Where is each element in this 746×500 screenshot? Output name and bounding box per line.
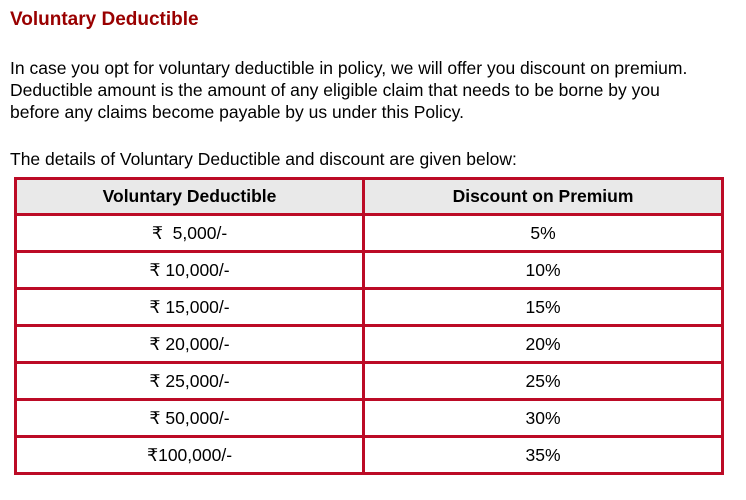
table-row: ₹ 50,000/- 30% bbox=[14, 398, 724, 438]
deductible-amount-cell: ₹ 20,000/- bbox=[14, 324, 365, 364]
deductible-amount-cell: ₹ 5,000/- bbox=[14, 213, 365, 253]
voluntary-deductible-table: Voluntary Deductible Discount on Premium… bbox=[14, 177, 724, 475]
discount-percent-cell: 30% bbox=[362, 398, 724, 438]
table-caption: The details of Voluntary Deductible and … bbox=[10, 149, 517, 169]
table-row: ₹ 10,000/- 10% bbox=[14, 250, 724, 290]
column-header-discount-on-premium: Discount on Premium bbox=[362, 177, 724, 216]
deductible-amount-cell: ₹ 10,000/- bbox=[14, 250, 365, 290]
discount-percent-cell: 35% bbox=[362, 435, 724, 475]
discount-percent-cell: 15% bbox=[362, 287, 724, 327]
deductible-amount-cell: ₹100,000/- bbox=[14, 435, 365, 475]
intro-paragraph: In case you opt for voluntary deductible… bbox=[10, 58, 688, 122]
table-row: ₹ 15,000/- 15% bbox=[14, 287, 724, 327]
page-title: Voluntary Deductible bbox=[10, 9, 199, 30]
discount-percent-cell: 10% bbox=[362, 250, 724, 290]
deductible-amount-cell: ₹ 15,000/- bbox=[14, 287, 365, 327]
table-header-row: Voluntary Deductible Discount on Premium bbox=[14, 177, 724, 216]
table-row: ₹100,000/- 35% bbox=[14, 435, 724, 475]
discount-percent-cell: 25% bbox=[362, 361, 724, 401]
table-row: ₹ 20,000/- 20% bbox=[14, 324, 724, 364]
deductible-amount-cell: ₹ 50,000/- bbox=[14, 398, 365, 438]
column-header-voluntary-deductible: Voluntary Deductible bbox=[14, 177, 365, 216]
discount-percent-cell: 20% bbox=[362, 324, 724, 364]
table-row: ₹ 25,000/- 25% bbox=[14, 361, 724, 401]
document-page: Voluntary Deductible In case you opt for… bbox=[10, 8, 734, 475]
discount-percent-cell: 5% bbox=[362, 213, 724, 253]
table-row: ₹ 5,000/- 5% bbox=[14, 213, 724, 253]
deductible-amount-cell: ₹ 25,000/- bbox=[14, 361, 365, 401]
